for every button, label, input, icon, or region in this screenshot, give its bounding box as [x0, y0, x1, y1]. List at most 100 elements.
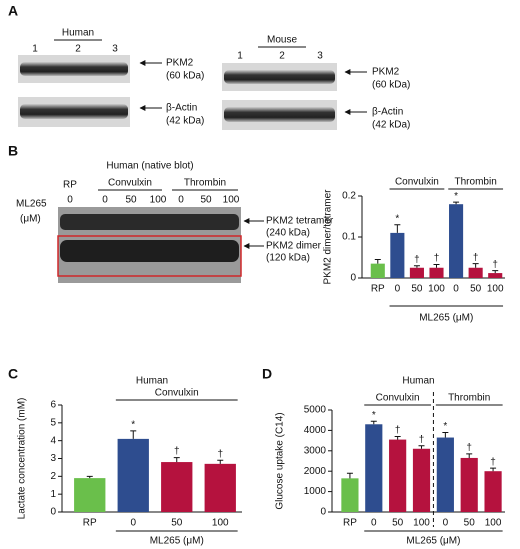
- y-tick-label: 4: [50, 435, 56, 446]
- y-tick-label: 2000: [304, 466, 327, 477]
- y-tick-label: 3000: [304, 445, 327, 456]
- bar: [161, 462, 193, 512]
- error-bar: [418, 445, 425, 449]
- error-bar: [433, 263, 440, 268]
- annotation: *: [443, 421, 447, 432]
- blot-title: Mouse: [267, 35, 297, 46]
- annotation: †: [490, 457, 496, 468]
- x-tick-label: RP: [83, 518, 97, 529]
- x-tick-label: 50: [464, 518, 476, 529]
- bar: [390, 232, 405, 278]
- error-bar: [394, 436, 401, 440]
- lane-label: 50: [125, 195, 137, 206]
- annotation: †: [419, 434, 425, 445]
- error-bar: [490, 467, 497, 472]
- chart-title: Human: [136, 376, 168, 387]
- lane-label: 1: [32, 44, 38, 55]
- group-label: Convulxin: [395, 177, 439, 188]
- error-bar: [413, 265, 420, 268]
- group-label: Thrombin: [448, 393, 490, 404]
- lane-label: 2: [279, 51, 285, 62]
- annotation: †: [473, 252, 479, 263]
- x-tick-label: 50: [392, 518, 404, 529]
- y-tick-label: 3: [50, 453, 56, 464]
- lane-label: 0: [102, 195, 108, 206]
- band-label: β-Actin: [166, 103, 197, 114]
- error-bar: [130, 430, 137, 439]
- x-tick-label: 100: [212, 518, 229, 529]
- lane-label: 50: [200, 195, 212, 206]
- annotation: †: [217, 449, 223, 460]
- lane-label: 0: [178, 195, 184, 206]
- band-size: (42 kDa): [166, 116, 204, 127]
- x-tick-label: RP: [343, 518, 357, 529]
- lane-group: Convulxin: [108, 178, 152, 189]
- bar: [204, 463, 236, 512]
- y-tick-label: 0.2: [342, 191, 356, 202]
- bar: [365, 424, 383, 512]
- annotation: †: [466, 443, 472, 454]
- annotation: *: [454, 191, 458, 202]
- panel-label: A: [8, 3, 18, 19]
- x-tick-label: 0: [443, 518, 449, 529]
- treatment-label: ML265: [16, 199, 47, 210]
- x-axis-label: ML265 (μM): [406, 536, 460, 547]
- annotation: *: [131, 419, 135, 430]
- y-tick-label: 0: [320, 507, 326, 518]
- lane-label: 1: [237, 51, 243, 62]
- x-tick-label: 0: [395, 284, 401, 295]
- x-tick-label: 50: [470, 284, 482, 295]
- y-tick-label: 1: [50, 489, 56, 500]
- y-tick-label: 6: [50, 400, 56, 411]
- annotation: *: [372, 410, 376, 421]
- x-tick-label: 100: [428, 284, 445, 295]
- band: [20, 62, 128, 76]
- error-bar: [442, 431, 449, 438]
- band-size: (42 kDa): [372, 120, 410, 131]
- band: [20, 104, 128, 119]
- x-tick-label: 100: [487, 284, 504, 295]
- band-label: PKM2: [166, 58, 194, 69]
- bar: [429, 267, 444, 278]
- error-bar: [453, 201, 460, 205]
- lane-label: 3: [317, 51, 323, 62]
- annotation: *: [395, 213, 399, 224]
- chart-title: Human: [402, 376, 434, 387]
- highlight-box: [57, 235, 242, 277]
- error-bar: [394, 224, 401, 233]
- y-tick-label: 1000: [304, 486, 327, 497]
- error-bar: [370, 420, 377, 425]
- bar: [436, 437, 454, 512]
- y-tick-label: 4000: [304, 425, 327, 436]
- x-tick-label: 50: [171, 518, 183, 529]
- lane-group: Thrombin: [184, 178, 226, 189]
- x-tick-label: 0: [371, 518, 377, 529]
- y-tick-label: 0: [50, 507, 56, 518]
- annotation: †: [492, 259, 498, 270]
- band-size: (60 kDa): [166, 71, 204, 82]
- bar: [488, 273, 503, 278]
- bar: [389, 439, 407, 512]
- x-tick-label: RP: [371, 284, 385, 295]
- bar: [468, 267, 483, 278]
- band: [224, 70, 335, 84]
- bar: [412, 448, 431, 512]
- panel-label: D: [262, 366, 272, 382]
- error-bar: [472, 263, 479, 268]
- y-tick-label: 5: [50, 417, 56, 428]
- bar: [484, 471, 502, 512]
- band-label: PKM2 dimer: [266, 241, 322, 252]
- band: [60, 240, 239, 262]
- band-label: β-Actin: [372, 107, 403, 118]
- lane-group: RP: [63, 180, 77, 191]
- x-axis-label: ML265 (μM): [150, 536, 204, 547]
- band: [60, 214, 239, 230]
- bar: [449, 204, 464, 278]
- annotation: †: [434, 253, 440, 264]
- y-axis-label: Glucose uptake (C14): [275, 412, 286, 509]
- band: [224, 107, 335, 122]
- annotation: †: [395, 425, 401, 436]
- bar: [74, 478, 106, 512]
- x-tick-label: 50: [411, 284, 423, 295]
